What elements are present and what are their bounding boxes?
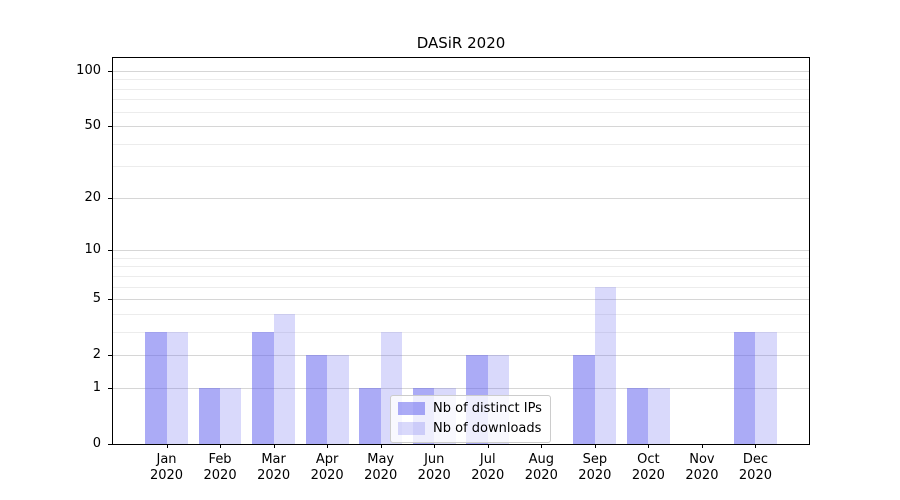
bar-downloads	[327, 355, 349, 444]
bar-distinct-ips	[359, 387, 381, 444]
chart-title: DASiR 2020	[416, 34, 506, 52]
minor-gridline	[113, 286, 809, 288]
minor-gridline	[113, 111, 809, 113]
y-tick-mark	[108, 444, 112, 445]
x-tick-year: 2020	[364, 468, 398, 483]
x-tick-year: 2020	[471, 468, 505, 483]
x-tick-mark	[594, 444, 596, 448]
minor-gridline	[113, 166, 809, 168]
bar-distinct-ips	[198, 387, 221, 444]
x-tick-label: Dec 2020	[723, 452, 787, 484]
x-tick-label: Nov 2020	[670, 452, 734, 484]
legend-swatch-downloads	[398, 422, 425, 435]
bar-distinct-ips	[305, 355, 328, 444]
bar-downloads	[273, 313, 296, 444]
major-gridline	[113, 355, 809, 357]
x-tick-label: Oct 2020	[616, 452, 680, 484]
bar-distinct-ips	[573, 355, 595, 444]
legend-label-downloads: Nb of downloads	[433, 421, 542, 436]
major-gridline	[113, 70, 809, 72]
x-tick-label: Jan 2020	[135, 452, 199, 484]
bar-downloads	[220, 387, 242, 444]
y-tick-mark	[108, 299, 112, 301]
x-tick-mark	[755, 444, 757, 448]
x-tick-mark	[327, 444, 329, 448]
major-gridline	[113, 126, 809, 128]
bar-distinct-ips	[734, 331, 756, 444]
major-gridline	[113, 250, 809, 252]
bar-downloads	[594, 286, 617, 444]
legend-item-downloads: Nb of downloads	[398, 421, 542, 436]
x-tick-mark	[380, 444, 382, 448]
legend-item-distinct-ips: Nb of distinct IPs	[398, 401, 542, 416]
x-tick-label: Apr 2020	[295, 452, 359, 484]
minor-gridline	[113, 257, 809, 259]
minor-gridline	[113, 331, 809, 333]
y-tick-label: 10	[84, 242, 101, 258]
x-tick-mark	[701, 444, 703, 448]
x-tick-year: 2020	[203, 468, 237, 483]
legend-swatch-distinct-ips	[398, 402, 425, 415]
x-tick-label: Jun 2020	[402, 452, 466, 484]
y-tick-label: 20	[84, 189, 101, 205]
y-tick-label: 0	[92, 436, 101, 451]
x-tick-mark	[487, 444, 489, 448]
minor-gridline	[113, 266, 809, 268]
x-tick-label: Sep 2020	[563, 452, 627, 484]
y-tick-label: 2	[92, 347, 101, 363]
legend: Nb of distinct IPs Nb of downloads	[390, 395, 551, 443]
y-tick-label: 100	[76, 62, 101, 78]
x-tick-year: 2020	[631, 468, 665, 483]
bar-downloads	[166, 331, 188, 444]
x-tick-label: Aug 2020	[509, 452, 573, 484]
major-gridline	[113, 387, 809, 389]
x-tick-year: 2020	[257, 468, 291, 483]
x-tick-mark	[273, 444, 275, 448]
x-tick-mark	[434, 444, 436, 448]
bar-distinct-ips	[145, 331, 167, 444]
bar-distinct-ips	[252, 331, 274, 444]
plot-area: Nb of distinct IPs Nb of downloads 0 1 2 5 1…	[76, 57, 810, 483]
y-tick-mark	[108, 387, 112, 389]
x-tick-label: Feb 2020	[188, 452, 252, 484]
y-tick-mark	[108, 250, 112, 252]
x-tick-year: 2020	[685, 468, 719, 483]
x-tick-year: 2020	[738, 468, 772, 483]
minor-gridline	[113, 313, 809, 315]
x-tick-year: 2020	[310, 468, 344, 483]
y-tick-mark	[108, 197, 112, 199]
minor-gridline	[113, 79, 809, 81]
bar-distinct-ips	[626, 387, 649, 444]
legend-label-distinct-ips: Nb of distinct IPs	[433, 401, 542, 416]
major-gridline	[113, 299, 809, 301]
y-tick-mark	[108, 355, 112, 357]
major-gridline	[113, 197, 809, 199]
y-tick-mark	[108, 126, 112, 128]
y-tick-label: 1	[92, 379, 101, 395]
y-tick-mark	[108, 70, 112, 72]
x-tick-mark	[220, 444, 222, 448]
x-tick-label: May 2020	[349, 452, 413, 484]
minor-gridline	[113, 143, 809, 145]
minor-gridline	[113, 275, 809, 277]
x-tick-year: 2020	[524, 468, 558, 483]
x-tick-mark	[541, 444, 543, 448]
bar-downloads	[755, 331, 777, 444]
x-tick-mark	[648, 444, 650, 448]
x-tick-year: 2020	[417, 468, 451, 483]
minor-gridline	[113, 99, 809, 101]
y-tick-label: 5	[92, 291, 101, 307]
bar-downloads	[648, 387, 670, 444]
x-tick-label: Jul 2020	[456, 452, 520, 484]
y-tick-label: 50	[84, 118, 101, 134]
x-tick-label: Mar 2020	[242, 452, 306, 484]
x-tick-mark	[166, 444, 168, 448]
x-tick-year: 2020	[578, 468, 612, 483]
minor-gridline	[113, 88, 809, 90]
x-tick-year: 2020	[149, 468, 184, 483]
